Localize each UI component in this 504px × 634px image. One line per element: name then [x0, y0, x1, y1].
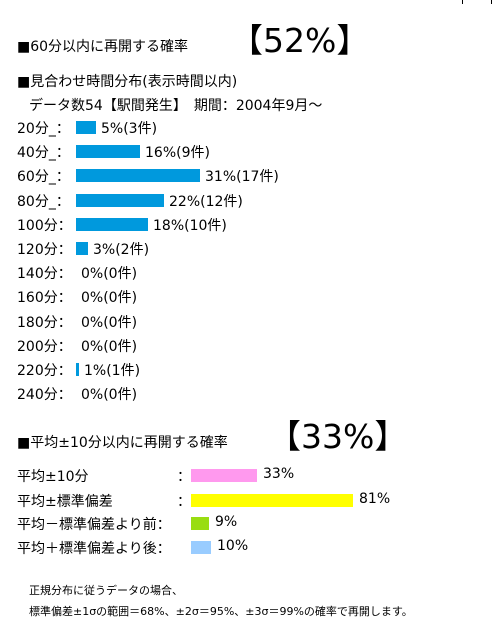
- category-label: 120分：: [17, 242, 72, 258]
- category-label: 240分：: [17, 387, 72, 403]
- value-label: 1%(1件): [84, 363, 141, 379]
- category-label: 平均±10分: [17, 469, 89, 485]
- category-label: 平均－標準偏差より前：: [17, 517, 171, 533]
- bar: [191, 541, 211, 554]
- category-label: 60分_：: [17, 169, 70, 185]
- value-label: 22%(12件): [169, 194, 243, 210]
- note-line2: 標準偏差±1σの範囲＝68%、±2σ＝95%、±3σ＝99%の確率で再開します。: [29, 605, 413, 618]
- value-label: 0%(0件): [81, 290, 138, 306]
- value-label: 3%(2件): [93, 242, 150, 258]
- bar: [76, 363, 79, 376]
- bar: [191, 517, 209, 530]
- top-tick-mark: [491, 0, 492, 4]
- note-line1: 正規分布に従うデータの場合、: [29, 584, 183, 597]
- colon: ：: [177, 494, 191, 510]
- value-label: 81%: [359, 491, 391, 507]
- colon: ：: [177, 469, 191, 485]
- value-label: 9%: [215, 514, 238, 530]
- section3-result: 【33%】: [268, 417, 408, 456]
- top-tick-mark: [462, 0, 463, 4]
- value-label: 31%(17件): [205, 169, 279, 185]
- value-label: 0%(0件): [81, 387, 138, 403]
- category-label: 160分：: [17, 290, 72, 306]
- category-label: 220分：: [17, 363, 72, 379]
- bar: [191, 469, 257, 482]
- category-label: 180分：: [17, 315, 72, 331]
- bar: [191, 494, 353, 507]
- bar: [76, 121, 96, 134]
- value-label: 16%(9件): [145, 145, 210, 161]
- section3-title: ■平均±10分以内に再開する確率: [17, 435, 228, 451]
- bar: [76, 242, 88, 255]
- bar: [76, 169, 200, 182]
- category-label: 平均＋標準偏差より後：: [17, 541, 171, 557]
- category-label: 20分_：: [17, 121, 70, 137]
- bar: [76, 194, 164, 207]
- value-label: 0%(0件): [81, 315, 138, 331]
- section1-result: 【52%】: [230, 21, 370, 60]
- value-label: 0%(0件): [81, 266, 138, 282]
- value-label: 5%(3件): [101, 121, 158, 137]
- category-label: 平均±標準偏差: [17, 494, 113, 510]
- category-label: 40分_：: [17, 145, 70, 161]
- section2-title: ■見合わせ時間分布(表示時間以内): [17, 74, 238, 90]
- category-label: 100分：: [17, 218, 72, 234]
- value-label: 18%(10件): [153, 218, 227, 234]
- value-label: 33%: [263, 466, 295, 482]
- category-label: 200分：: [17, 339, 72, 355]
- value-label: 0%(0件): [81, 339, 138, 355]
- bar: [76, 145, 140, 158]
- category-label: 80分_：: [17, 194, 70, 210]
- value-label: 10%: [217, 538, 249, 554]
- category-label: 140分：: [17, 266, 72, 282]
- section1-title: ■60分以内に再開する確率: [17, 39, 189, 55]
- section2-subtitle: データ数54【駅間発生】 期間：2004年9月～: [29, 98, 323, 114]
- bar: [76, 218, 148, 231]
